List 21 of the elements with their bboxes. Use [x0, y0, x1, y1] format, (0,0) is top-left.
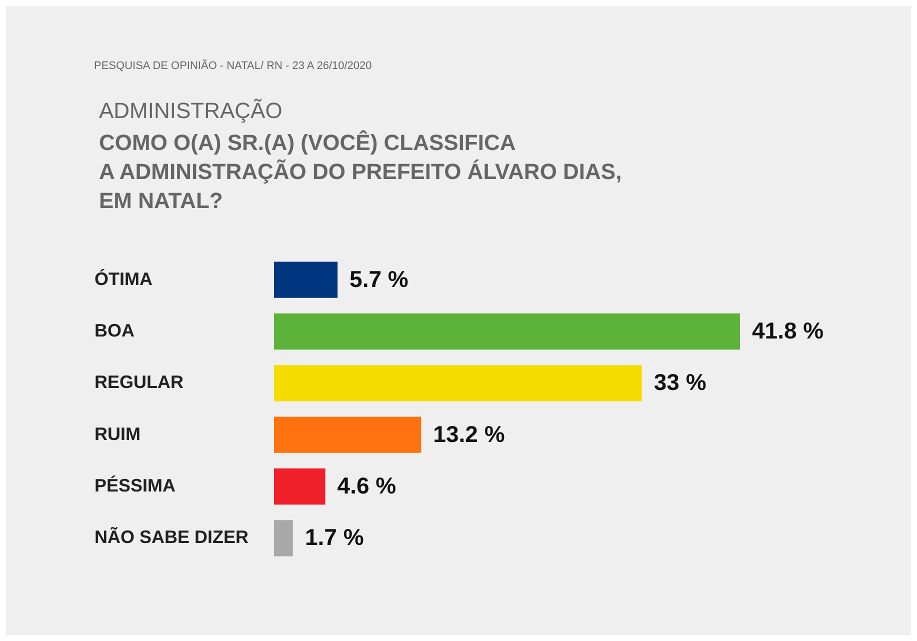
text: PESQUISA DE OPINIÃO - NATAL/ RN - 23 A 26/10/2020 [94, 60, 372, 72]
y-tick-label: RUIM [94, 424, 140, 444]
data-label: 41.8 % [752, 318, 824, 344]
y-tick-label: REGULAR [94, 372, 184, 392]
y-tick-label: BOA [94, 320, 134, 340]
y-tick-label: PÉSSIMA [94, 476, 176, 496]
data-label: 4.6 % [337, 472, 396, 498]
bar [274, 365, 642, 402]
bar [274, 313, 740, 350]
bar [274, 468, 326, 505]
y-tick-label: ÓTIMA [94, 268, 152, 289]
bar [274, 416, 422, 453]
y-tick-label: NÃO SABE DIZER [94, 526, 249, 548]
chart-subtitle: ADMINISTRAÇÃO [99, 98, 282, 124]
chart-title: COMO O(A) SR.(A) (VOCÊ) CLASSIFICA A ADMINISTRAÇÃO DO PREFEITO ÁLVARO DIAS, EM NATAL? [99, 129, 622, 215]
bar [274, 520, 293, 556]
bar [274, 262, 338, 298]
data-label: 13.2 % [433, 420, 505, 447]
data-label: 5.7 % [350, 266, 408, 292]
data-label: 1.7 % [304, 524, 364, 550]
data-label: 33 % [654, 369, 706, 396]
